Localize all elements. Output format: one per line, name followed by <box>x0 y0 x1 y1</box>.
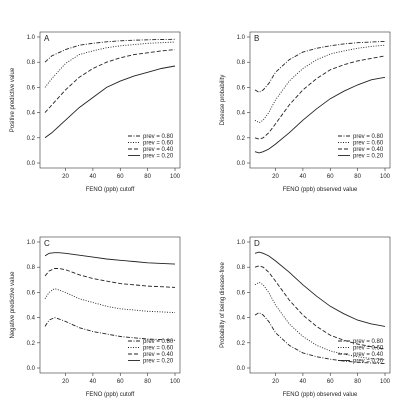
x-axis-label: FENO (ppb) cutoff <box>86 187 135 193</box>
panel-letter: D <box>254 239 260 248</box>
y-tick-label: 0.4 <box>237 111 246 117</box>
panel-letter: B <box>254 34 259 43</box>
legend-entry: prev = 0.60 <box>353 346 384 352</box>
x-tick-label: 80 <box>144 379 151 385</box>
series-line-1 <box>254 281 386 361</box>
x-tick-label: 80 <box>354 174 361 180</box>
x-tick-label: 80 <box>354 379 361 385</box>
y-tick-label: 1.0 <box>27 240 36 246</box>
y-axis-label: Disease probability <box>220 75 226 126</box>
panel-b: B 20 40 60 80 100 0.0 0.2 0.4 0.6 0.8 1.0 FENO (ppb)… <box>220 31 391 193</box>
panel-letter: C <box>44 239 50 248</box>
legend-entry: prev = 0.40 <box>143 147 174 153</box>
legend-entry: prev = 0.20 <box>143 359 174 365</box>
series-line-2 <box>254 55 386 140</box>
x-tick-label: 60 <box>327 174 334 180</box>
series-line-0 <box>44 317 176 341</box>
y-tick-label: 0.0 <box>237 161 246 167</box>
plot-frame <box>39 236 181 374</box>
y-tick-label: 0.2 <box>27 341 36 347</box>
x-axis-label: FENO (ppb) observed value <box>283 187 358 193</box>
y-tick-label: 0.0 <box>27 161 36 167</box>
panel-a: A 20 40 60 80 100 0.0 0.2 0.4 0.6 0.8 1.0 FENO (ppb)… <box>10 31 181 193</box>
legend-entry: prev = 0.40 <box>353 352 384 358</box>
y-tick-label: 0.4 <box>27 316 36 322</box>
y-tick-label: 0.2 <box>237 341 246 347</box>
plot-frame <box>249 31 391 169</box>
series-line-3 <box>44 252 176 265</box>
series-line-1 <box>254 44 386 124</box>
x-tick-label: 40 <box>90 174 97 180</box>
y-axis-label: Probability of being disease-free <box>220 261 226 347</box>
x-tick-label: 40 <box>90 379 97 385</box>
legend-entry: prev = 0.80 <box>353 134 384 140</box>
legend-entry: prev = 0.60 <box>143 141 174 147</box>
legend-entry: prev = 0.20 <box>353 359 384 365</box>
y-tick-label: 0.2 <box>237 136 246 142</box>
y-tick-label: 0.4 <box>27 111 36 117</box>
y-tick-label: 0.6 <box>237 85 246 91</box>
y-axis-label: Positive predictive value <box>10 67 16 132</box>
series-line-2 <box>44 49 176 113</box>
y-tick-label: 0.2 <box>27 136 36 142</box>
panel-c: C 20 40 60 80 100 0.0 0.2 0.4 0.6 0.8 1.0 FENO (ppb)… <box>10 236 181 398</box>
legend-entry: prev = 0.60 <box>353 141 384 147</box>
legend-entry: prev = 0.80 <box>353 339 384 345</box>
series-line-2 <box>254 265 386 350</box>
y-tick-label: 1.0 <box>27 35 36 41</box>
series-line-3 <box>44 65 176 139</box>
series-line-1 <box>44 41 176 88</box>
panel-d: D 20 40 60 80 100 0.0 0.2 0.4 0.6 0.8 1.0 FENO (ppb)… <box>220 236 391 398</box>
y-tick-label: 0.6 <box>27 290 36 296</box>
y-tick-label: 0.8 <box>27 265 36 271</box>
y-tick-label: 0.6 <box>237 290 246 296</box>
legend-entry: prev = 0.60 <box>143 346 174 352</box>
series-line-0 <box>44 38 176 63</box>
x-tick-label: 100 <box>170 379 181 385</box>
x-tick-label: 20 <box>62 379 69 385</box>
y-tick-label: 0.8 <box>237 60 246 66</box>
legend-entry: prev = 0.20 <box>353 154 384 160</box>
legend-entry: prev = 0.80 <box>143 339 174 345</box>
x-tick-label: 100 <box>170 174 181 180</box>
y-tick-label: 0.4 <box>237 316 246 322</box>
x-tick-label: 20 <box>62 174 69 180</box>
panel-letter: A <box>44 34 50 43</box>
y-tick-label: 1.0 <box>237 35 246 41</box>
x-tick-label: 60 <box>117 379 124 385</box>
y-tick-label: 0.0 <box>27 366 36 372</box>
y-axis-label: Negative predictive value <box>10 271 16 339</box>
x-tick-label: 100 <box>380 379 391 385</box>
series-line-1 <box>44 288 176 314</box>
x-tick-label: 20 <box>272 174 279 180</box>
x-tick-label: 60 <box>327 379 334 385</box>
x-axis-label: FENO (ppb) cutoff <box>86 392 135 398</box>
x-axis-label: FENO (ppb) observed value <box>283 392 358 398</box>
series-line-2 <box>44 268 176 288</box>
legend-entry: prev = 0.40 <box>353 147 384 153</box>
y-tick-label: 0.8 <box>237 265 246 271</box>
x-tick-label: 80 <box>144 174 151 180</box>
legend-entry: prev = 0.40 <box>143 352 174 358</box>
y-tick-label: 0.0 <box>237 366 246 372</box>
y-tick-label: 0.6 <box>27 85 36 91</box>
series-line-3 <box>254 76 386 154</box>
x-tick-label: 20 <box>272 379 279 385</box>
y-tick-label: 0.8 <box>27 60 36 66</box>
series-line-0 <box>254 40 386 93</box>
legend-entry: prev = 0.20 <box>143 154 174 160</box>
plot-frame <box>249 236 391 374</box>
series-line-3 <box>254 251 386 327</box>
legend-entry: prev = 0.80 <box>143 134 174 140</box>
x-tick-label: 100 <box>380 174 391 180</box>
x-tick-label: 60 <box>117 174 124 180</box>
plot-frame <box>39 31 181 169</box>
y-tick-label: 1.0 <box>237 240 246 246</box>
x-tick-label: 40 <box>300 174 307 180</box>
x-tick-label: 40 <box>300 379 307 385</box>
series-line-0 <box>254 312 386 365</box>
